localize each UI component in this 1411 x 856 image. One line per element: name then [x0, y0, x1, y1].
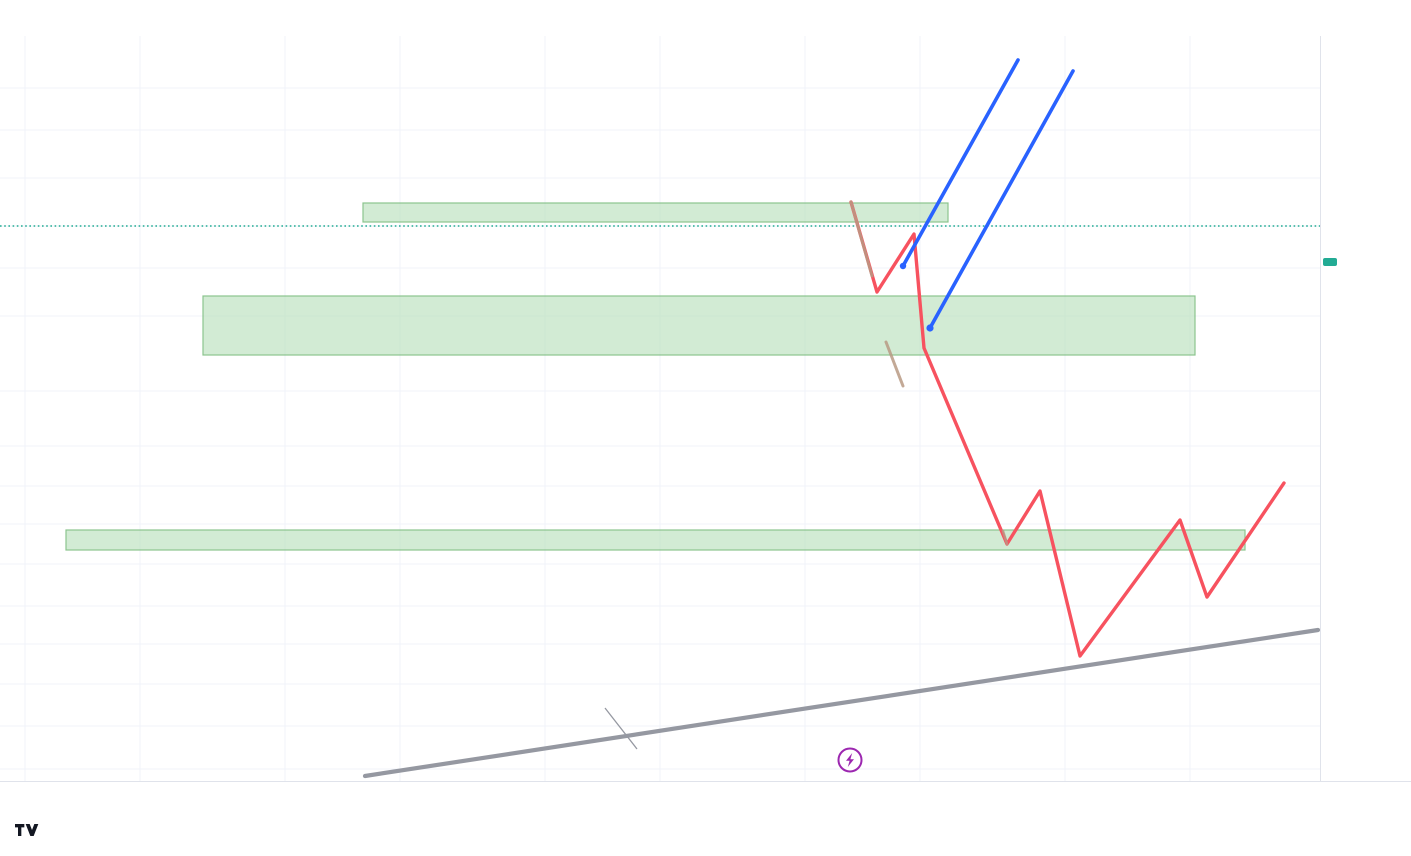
time-axis[interactable] [0, 781, 1411, 817]
tradingview-logo[interactable] [15, 824, 46, 840]
scenario-b-line-2[interactable] [928, 69, 1075, 330]
zone-mid-support[interactable] [202, 295, 1196, 356]
chart-svg [0, 36, 1320, 781]
scenario-a-path[interactable] [849, 200, 1286, 658]
scenario-a-highlight-segment [849, 200, 874, 278]
annotation-pointer-line [604, 707, 638, 750]
scenario-b-anchor-1 [899, 262, 907, 270]
current-price-badge [1323, 258, 1337, 266]
price-axis[interactable] [1320, 36, 1411, 781]
zone-upper-resistance[interactable] [362, 202, 949, 223]
scenario-b-line-1[interactable] [901, 58, 1020, 268]
tradingview-mark-icon [15, 824, 39, 836]
lightning-bolt-icon[interactable] [837, 747, 863, 773]
scenario-a-highlight-segment-2 [884, 340, 905, 388]
scenario-a-highlight-segment-3 [1001, 529, 1009, 546]
scenario-b-anchor-2 [926, 324, 934, 332]
zone-lower-support[interactable] [65, 529, 1246, 551]
long-term-trendline[interactable] [362, 627, 1320, 779]
vertical-gridlines [24, 36, 1191, 781]
chart-plot-area[interactable] [0, 36, 1320, 781]
